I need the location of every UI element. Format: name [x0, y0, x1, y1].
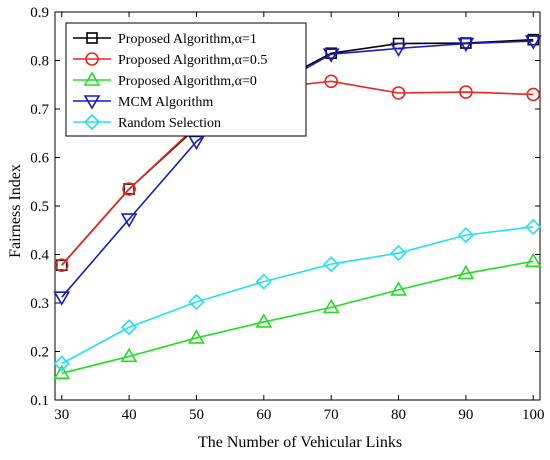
data-point: [55, 259, 68, 271]
legend-label: Proposed Algorithm,α=1: [118, 32, 257, 47]
data-point: [459, 85, 473, 99]
data-point: [123, 183, 135, 195]
legend-swatch-marker: [86, 32, 98, 44]
y-tick-label: 0.5: [30, 199, 49, 215]
series-line: [61, 260, 534, 375]
data-point: [390, 244, 407, 262]
y-tick-label: 0.3: [30, 296, 49, 312]
data-point: [524, 252, 542, 268]
legend-label: Proposed Algorithm,α=0: [118, 74, 257, 89]
legend-item: Proposed Algorithm,α=1: [73, 32, 257, 47]
data-point: [457, 226, 475, 244]
data-point: [53, 364, 71, 380]
legend-label: MCM Algorithm: [118, 95, 213, 110]
y-tick-label: 0.9: [30, 5, 49, 21]
data-point: [188, 329, 205, 344]
legend-item: Proposed Algorithm,α=0: [73, 71, 257, 89]
data-point: [323, 256, 340, 273]
data-point: [120, 347, 138, 363]
x-tick-label: 70: [324, 407, 339, 423]
y-tick-label: 0.6: [30, 151, 49, 167]
y-tick-label: 0.2: [30, 345, 49, 361]
data-point: [53, 355, 70, 372]
x-tick-label: 30: [54, 407, 69, 423]
data-point: [457, 37, 475, 53]
legend-item: Proposed Algorithm,α=0.5: [73, 52, 267, 68]
data-point: [390, 281, 407, 296]
legend-swatch-marker: [83, 113, 101, 131]
data-point: [255, 313, 273, 328]
x-tick-label: 80: [391, 407, 406, 423]
legend-swatch-marker: [85, 52, 99, 66]
data-point: [322, 298, 340, 314]
data-point: [120, 319, 138, 336]
x-tick-label: 90: [458, 407, 473, 423]
y-axis-label: Fairness Index: [7, 164, 24, 258]
legend: Proposed Algorithm,α=1 Proposed Algorithm…: [65, 22, 307, 137]
data-point: [54, 258, 69, 272]
data-point: [122, 182, 136, 196]
y-tick-label: 0.4: [30, 248, 49, 264]
data-point: [526, 87, 541, 102]
legend-swatch-marker: [83, 95, 101, 110]
data-point: [120, 213, 138, 228]
y-tick-label: 0.1: [30, 393, 49, 409]
data-point: [255, 273, 272, 290]
data-point: [188, 293, 205, 311]
series-line: [61, 226, 534, 365]
data-point: [324, 74, 338, 89]
y-tick-label: 0.7: [30, 102, 49, 118]
x-tick-label: 60: [256, 407, 271, 423]
data-point: [524, 35, 542, 50]
data-point: [390, 42, 407, 57]
legend-swatch-marker: [83, 71, 101, 86]
legend-label: Random Selection: [118, 116, 221, 131]
x-tick-label: 40: [122, 407, 137, 423]
data-point: [525, 218, 542, 235]
x-tick-label: 50: [189, 407, 204, 423]
data-point: [53, 291, 71, 306]
data-point: [322, 48, 340, 63]
x-tick-label: 100: [522, 407, 545, 423]
data-point: [391, 86, 406, 100]
x-axis-label: The Number of Vehicular Links: [198, 434, 402, 451]
y-tick-label: 0.8: [30, 54, 49, 70]
legend-item: MCM Algorithm: [73, 95, 213, 110]
legend-label: Proposed Algorithm,α=0.5: [118, 53, 267, 68]
legend-item: Random Selection: [73, 113, 221, 131]
data-point: [457, 264, 475, 280]
series-5: [53, 218, 542, 372]
series-3: [53, 252, 542, 380]
